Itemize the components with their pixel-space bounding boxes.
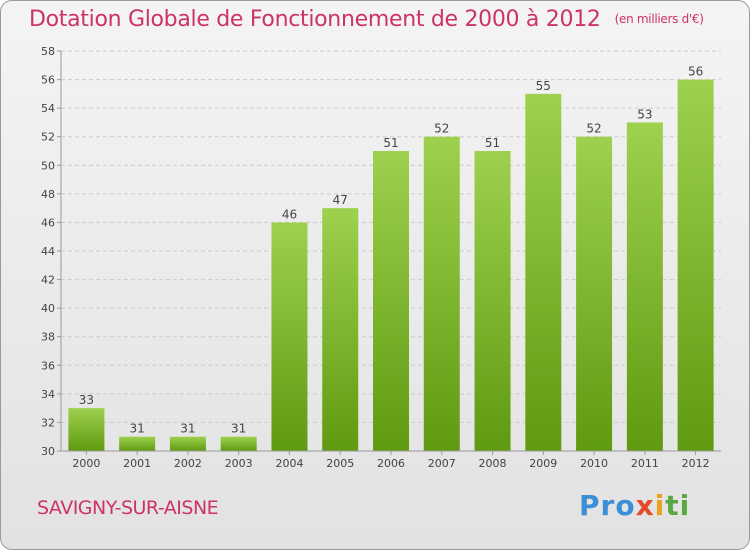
x-tick-label: 2012 xyxy=(682,457,710,470)
x-tick-label: 2001 xyxy=(123,457,151,470)
bar-2006 xyxy=(373,151,409,451)
bar-2007 xyxy=(423,136,460,451)
data-label: 51 xyxy=(383,136,398,150)
y-tick-label: 36 xyxy=(41,359,55,372)
x-tick-label: 2004 xyxy=(275,457,303,470)
logo-part: ti xyxy=(665,489,691,522)
proxiti-logo: Proxiti xyxy=(579,489,690,522)
chart-title-text: Dotation Globale de Fonctionnement de 20… xyxy=(29,7,601,32)
labels: 2000 33 2001 31 2002 31 2003 31 2004 46 2005 47 2006… xyxy=(72,65,709,470)
chart-title: Dotation Globale de Fonctionnement de 20… xyxy=(29,7,704,32)
y-tick-label: 50 xyxy=(41,159,55,172)
data-label: 55 xyxy=(536,79,551,93)
y-tick-label: 52 xyxy=(41,131,55,144)
bar-2001 xyxy=(119,436,156,451)
data-label: 47 xyxy=(333,193,348,207)
y-tick-label: 48 xyxy=(41,188,55,201)
y-tick-label: 34 xyxy=(41,388,55,401)
x-tick-label: 2009 xyxy=(529,457,557,470)
x-tick-label: 2006 xyxy=(377,457,405,470)
chart-unit: (en milliers d'€) xyxy=(614,12,704,26)
bar-2005 xyxy=(322,208,359,451)
x-tick-label: 2000 xyxy=(72,457,100,470)
x-tick-label: 2002 xyxy=(174,457,202,470)
logo-part: x xyxy=(635,489,655,522)
data-label: 52 xyxy=(434,122,449,136)
data-label: 31 xyxy=(130,422,145,436)
data-label: 31 xyxy=(231,422,246,436)
data-label: 51 xyxy=(485,136,500,150)
x-tick-label: 2003 xyxy=(225,457,253,470)
data-label: 53 xyxy=(637,107,652,121)
bar-2012 xyxy=(677,79,714,452)
data-label: 33 xyxy=(79,393,94,407)
y-tick-label: 58 xyxy=(41,45,55,58)
bar-2010 xyxy=(576,136,613,451)
bar-2008 xyxy=(474,151,511,451)
bar-2004 xyxy=(271,222,308,451)
data-label: 56 xyxy=(688,65,703,79)
y-tick-label: 38 xyxy=(41,331,55,344)
y-tick-label: 32 xyxy=(41,416,55,429)
logo-part: i xyxy=(654,489,666,522)
x-tick-label: 2007 xyxy=(428,457,456,470)
bar-2011 xyxy=(626,122,663,451)
y-tick-label: 46 xyxy=(41,216,55,229)
y-tick-label: 42 xyxy=(41,274,55,287)
x-tick-label: 2005 xyxy=(326,457,354,470)
data-label: 52 xyxy=(586,122,601,136)
x-tick-label: 2008 xyxy=(479,457,507,470)
y-tick-label: 44 xyxy=(41,245,55,258)
bar-2002 xyxy=(169,436,206,451)
bar-2003 xyxy=(220,436,257,451)
bar-2000 xyxy=(68,408,105,451)
x-tick-label: 2010 xyxy=(580,457,608,470)
bar-2009 xyxy=(525,93,562,451)
data-label: 46 xyxy=(282,207,297,221)
logo-part: Pro xyxy=(579,489,636,522)
bars xyxy=(68,79,714,452)
commune-name: SAVIGNY-SUR-AISNE xyxy=(37,497,219,519)
y-tick-label: 54 xyxy=(41,102,55,115)
y-tick-label: 56 xyxy=(41,74,55,87)
y-tick-label: 40 xyxy=(41,302,55,315)
axes: 30 32 34 36 38 40 42 44 46 48 50 52 54 56 58 xyxy=(41,45,721,458)
y-tick-label: 30 xyxy=(41,445,55,458)
x-tick-label: 2011 xyxy=(631,457,659,470)
data-label: 31 xyxy=(180,422,195,436)
